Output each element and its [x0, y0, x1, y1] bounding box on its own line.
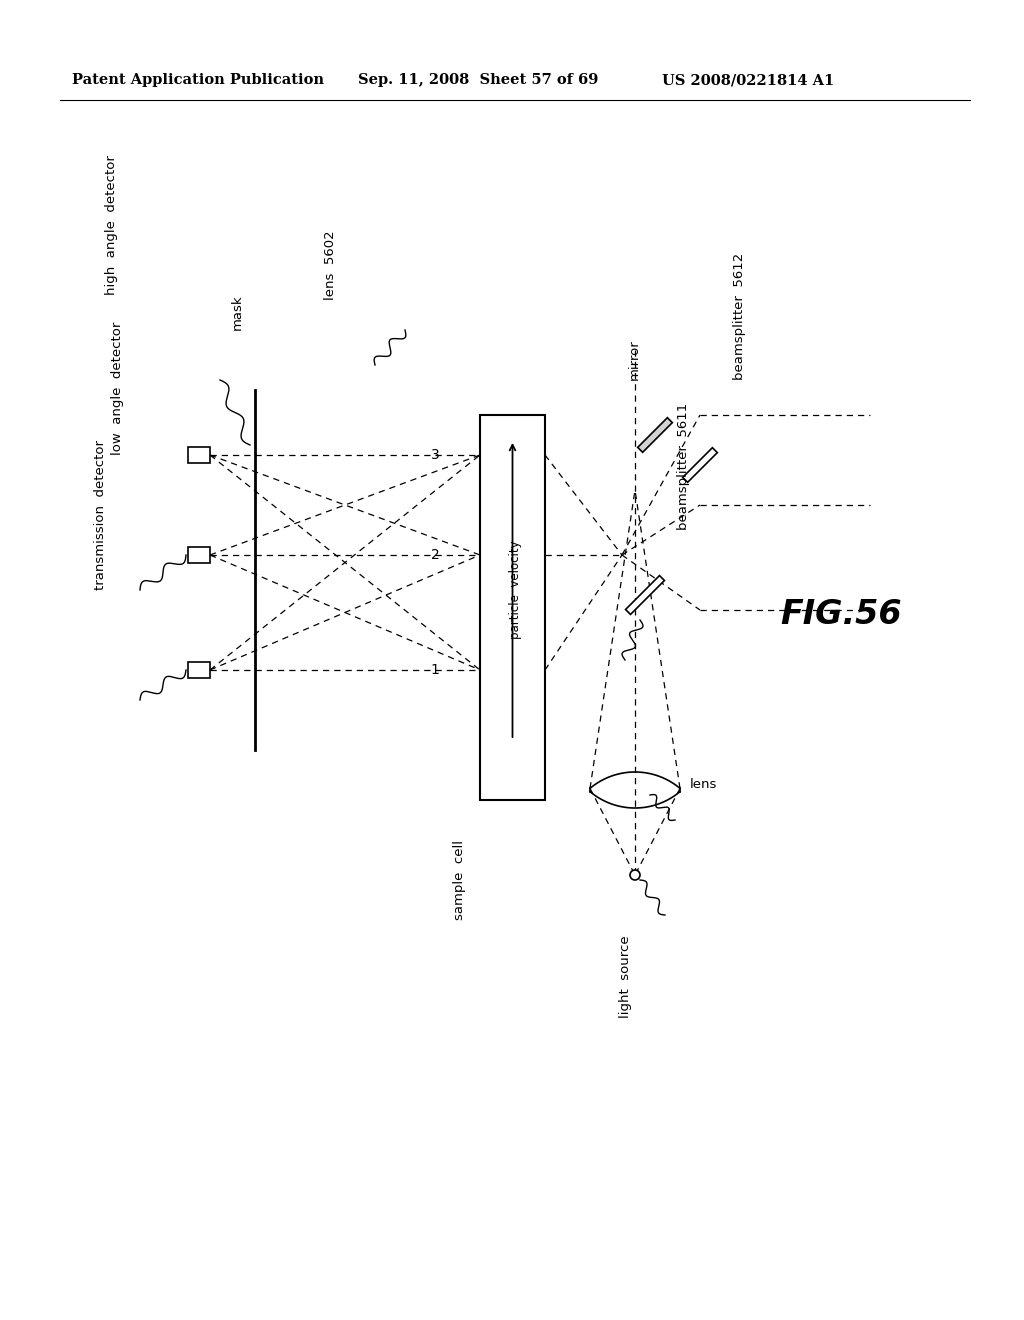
Polygon shape — [638, 417, 673, 453]
Text: Sep. 11, 2008  Sheet 57 of 69: Sep. 11, 2008 Sheet 57 of 69 — [358, 73, 598, 87]
Text: transmission  detector: transmission detector — [93, 440, 106, 590]
Polygon shape — [626, 576, 665, 614]
Text: US 2008/0221814 A1: US 2008/0221814 A1 — [662, 73, 835, 87]
Bar — [188, 663, 210, 678]
Text: mask: mask — [230, 294, 244, 330]
Text: Patent Application Publication: Patent Application Publication — [72, 73, 324, 87]
Text: beamsplitter  5612: beamsplitter 5612 — [733, 252, 746, 380]
Text: light  source: light source — [618, 935, 632, 1018]
Text: FIG.56: FIG.56 — [780, 598, 901, 631]
Text: 1: 1 — [430, 663, 439, 677]
Text: low  angle  detector: low angle detector — [112, 322, 125, 455]
Text: particle  velocity: particle velocity — [509, 541, 522, 639]
Bar — [188, 546, 210, 564]
Text: mirror: mirror — [628, 339, 640, 380]
Text: lens  5602: lens 5602 — [324, 231, 337, 300]
Polygon shape — [683, 447, 718, 482]
Text: lens: lens — [690, 779, 718, 792]
Text: sample  cell: sample cell — [454, 840, 467, 920]
Text: 2: 2 — [431, 548, 439, 562]
Text: 3: 3 — [431, 447, 439, 462]
Text: beamsplitter  5611: beamsplitter 5611 — [677, 403, 689, 531]
Text: high  angle  detector: high angle detector — [105, 156, 119, 294]
Bar — [480, 414, 545, 800]
Circle shape — [630, 870, 640, 880]
Bar — [188, 447, 210, 463]
